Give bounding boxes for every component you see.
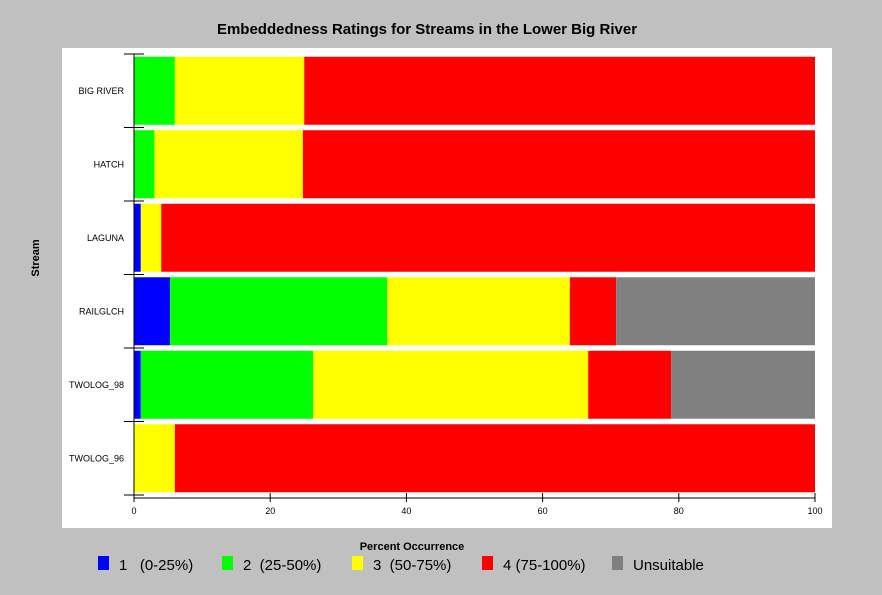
chart-title: Embeddedness Ratings for Streams in the … <box>217 21 637 38</box>
bar-segment-1-3 <box>302 130 815 199</box>
category-label: HATCH <box>94 159 124 169</box>
bar-segment-1-2 <box>154 130 303 199</box>
category-label: TWOLOG_98 <box>69 380 124 390</box>
bar-segment-3-2 <box>387 277 570 346</box>
category-label: LAGUNA <box>87 233 124 243</box>
bar-segment-4-0 <box>134 350 141 419</box>
y-axis-title: Stream <box>30 239 42 277</box>
bar-segment-5-2 <box>134 424 175 493</box>
legend-swatch <box>98 556 109 570</box>
legend-swatch <box>352 556 363 570</box>
bar-segment-3-1 <box>170 277 388 346</box>
category-label: BIG RIVER <box>78 86 124 96</box>
bar-segment-3-3 <box>569 277 617 346</box>
legend-label: 4 (75-100%) <box>503 557 586 574</box>
bar-segment-4-4 <box>671 350 815 419</box>
bar-segment-2-0 <box>134 203 141 272</box>
bar-segment-0-3 <box>304 56 815 125</box>
legend-swatch <box>482 556 493 570</box>
bar-segment-1-1 <box>134 130 155 199</box>
bar-segment-3-4 <box>616 277 815 346</box>
category-label: RAILGLCH <box>79 306 124 316</box>
legend-label: 2 (25-50%) <box>243 557 321 574</box>
x-tick-label: 100 <box>807 506 822 516</box>
legend-label: 1 (0-25%) <box>119 557 193 574</box>
axes-group: BIG RIVER HATCH LAGUNA RAILGLCH TWOLOG_98 TWO… <box>69 53 823 516</box>
legend-swatch <box>612 556 623 570</box>
x-tick-label: 40 <box>401 506 411 516</box>
bar-segment-2-2 <box>140 203 162 272</box>
bars-group <box>134 56 816 493</box>
legend-label: Unsuitable <box>633 557 704 574</box>
x-tick-label: 80 <box>674 506 684 516</box>
bar-segment-0-1 <box>134 56 175 125</box>
x-tick-label: 0 <box>131 506 136 516</box>
bar-segment-0-2 <box>174 56 305 125</box>
legend: 1 (0-25%) 2 (25-50%) 3 (50-75%) 4 (75-100%)… <box>98 556 704 574</box>
bar-segment-5-3 <box>174 424 816 493</box>
x-tick-label: 60 <box>538 506 548 516</box>
bar-segment-3-0 <box>134 277 171 346</box>
bar-segment-2-3 <box>161 203 816 272</box>
bar-segment-4-1 <box>140 350 314 419</box>
category-label: TWOLOG_96 <box>69 453 124 463</box>
x-tick-label: 20 <box>265 506 275 516</box>
x-axis-title: Percent Occurrence <box>360 541 465 553</box>
legend-label: 3 (50-75%) <box>373 557 451 574</box>
bar-segment-4-3 <box>588 350 672 419</box>
bar-segment-4-2 <box>313 350 589 419</box>
legend-swatch <box>222 556 233 570</box>
